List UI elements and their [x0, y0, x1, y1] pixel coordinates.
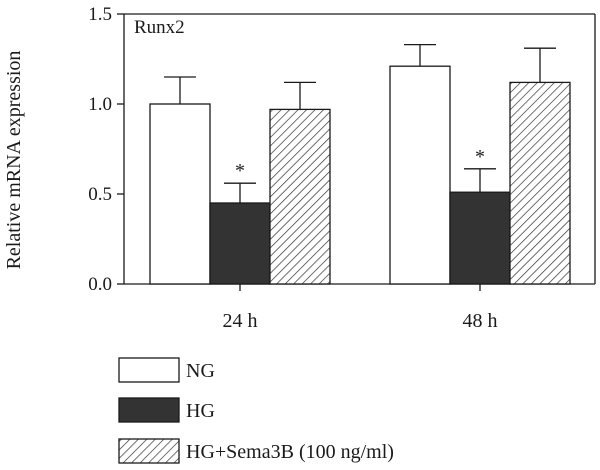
bar-hg-sema3b-100-ng-ml--24h	[269, 108, 331, 285]
significance-marker: *	[235, 160, 245, 182]
y-tick-label: 1.0	[88, 94, 112, 115]
legend-swatch	[118, 357, 180, 383]
legend-label: HG	[186, 400, 215, 422]
significance-marker: *	[475, 146, 485, 168]
chart-annotation-label: Runx2	[134, 17, 185, 38]
y-axis-title: Relative mRNA expression	[3, 51, 25, 270]
bar-hg-sema3b-100-ng-ml--48h	[509, 81, 571, 285]
bar-ng-24h	[149, 103, 211, 285]
legend-swatch	[118, 438, 180, 464]
bar-hg-48h	[449, 191, 511, 285]
y-tick-label: 1.5	[88, 4, 112, 25]
bar-hg-24h	[209, 202, 271, 285]
legend-label: HG+Sema3B (100 ng/ml)	[186, 441, 394, 463]
bar-ng-48h	[389, 65, 451, 285]
x-tick-label: 48 h	[463, 310, 498, 332]
y-tick-label: 0.5	[88, 184, 112, 205]
y-tick-label: 0.0	[88, 274, 112, 295]
legend-label: NG	[186, 360, 215, 382]
x-tick-label: 24 h	[223, 310, 258, 332]
legend-swatch	[118, 397, 180, 423]
